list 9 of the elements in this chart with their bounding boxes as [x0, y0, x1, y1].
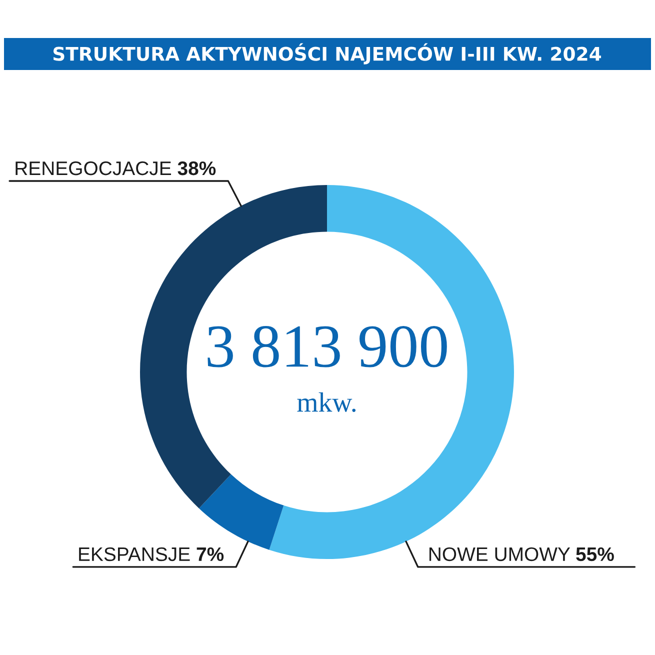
- slice-label: NOWE UMOWY: [429, 547, 570, 562]
- slice-label: EKSPANSJE: [79, 547, 190, 562]
- data-label: 7%: [196, 547, 224, 562]
- text: 3 813 900: [208, 326, 447, 368]
- chart-title: STRUKTURA AKTYWNOŚCI NAJEMCÓW I-III KW. 2024: [53, 43, 602, 64]
- data-label: 38%: [178, 161, 216, 176]
- data-label: 55%: [576, 547, 614, 562]
- slice-label: RENEGOCJACJE: [16, 161, 172, 176]
- text: mkw.: [297, 392, 356, 412]
